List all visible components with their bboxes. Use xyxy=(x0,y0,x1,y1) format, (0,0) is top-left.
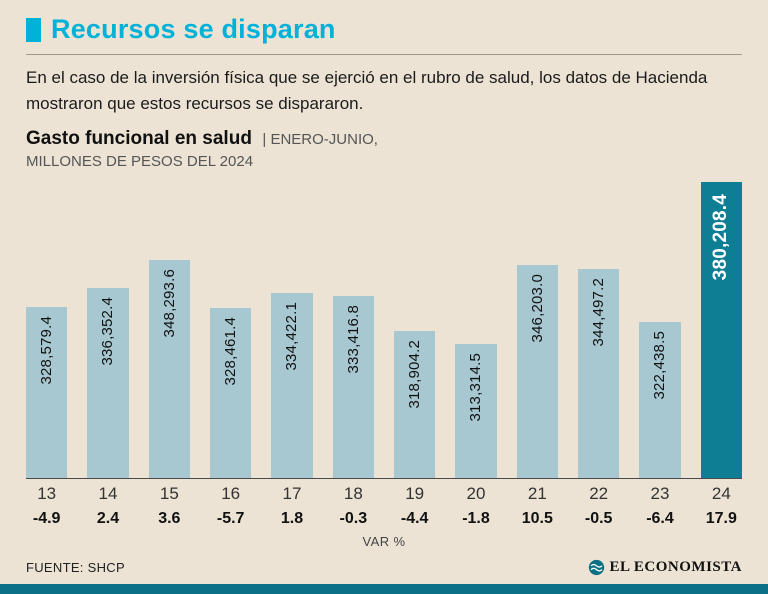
bar: 336,352.4 xyxy=(87,288,129,478)
year-tick-label: 21 xyxy=(527,484,547,503)
bar: 318,904.2 xyxy=(393,331,436,478)
bar: 344,497.2 xyxy=(577,269,620,478)
bar-value-label: 322,438.5 xyxy=(651,331,669,400)
bar-value-label: 318,904.2 xyxy=(406,340,424,409)
year-tick-label: 13 xyxy=(37,484,57,503)
title-row: Recursos se disparan xyxy=(26,14,742,45)
bar-value-label: 346,203.0 xyxy=(528,274,546,343)
bar: 328,461.4 xyxy=(209,308,252,478)
year-tick-label: 19 xyxy=(405,484,425,503)
year-tick-label: 14 xyxy=(98,484,118,503)
year-tick-label: 15 xyxy=(159,484,179,503)
var-pct-label: -0.5 xyxy=(584,510,613,527)
bar-value-label: 334,422.1 xyxy=(283,302,301,371)
var-pct-label: -0.3 xyxy=(339,510,368,527)
bar-value-label: 333,416.8 xyxy=(344,305,362,374)
var-pct-label: 3.6 xyxy=(158,510,181,527)
year-axis: 13 14 15 16 17 18 19 20 21 22 23 24 xyxy=(26,484,742,504)
chart-title-line: Gasto funcional en salud | ENERO-JUNIO, xyxy=(26,128,742,150)
var-pct-label: -6.4 xyxy=(646,510,674,527)
bar-value-label: 344,497.2 xyxy=(590,278,608,347)
year-tick-label: 24 xyxy=(711,484,731,503)
var-pct-label: -5.7 xyxy=(216,510,245,527)
chart-period: | ENERO-JUNIO, xyxy=(262,131,378,148)
year-tick-label: 23 xyxy=(650,484,670,503)
year-tick-label: 18 xyxy=(343,484,363,503)
chart-units: MILLONES DE PESOS DEL 2024 xyxy=(26,153,254,170)
chart-title: Gasto funcional en salud xyxy=(26,128,252,149)
bar-value-label: 328,461.4 xyxy=(222,317,240,386)
bar-value-label: 336,352.4 xyxy=(99,297,117,366)
var-pct-label: 17.9 xyxy=(705,510,737,527)
bar-value-label: 348,293.6 xyxy=(160,269,178,338)
intro-text: En el caso de la inversión física que se… xyxy=(26,68,708,113)
footer: FUENTE: SHCP EL ECONOMISTA xyxy=(26,559,742,576)
bar-highlighted: 380,208.4 xyxy=(700,182,742,478)
year-tick-label: 17 xyxy=(282,484,302,503)
title-accent-marker xyxy=(26,17,41,42)
bar: 348,293.6 xyxy=(148,260,190,478)
var-pct-label: -1.8 xyxy=(462,510,490,527)
x-axis-label: VAR % xyxy=(362,534,406,549)
var-pct-label: -4.9 xyxy=(32,510,61,527)
bar: 334,422.1 xyxy=(271,293,313,478)
bar-value-label: 313,314.5 xyxy=(467,353,485,422)
page-title: Recursos se disparan xyxy=(51,14,336,44)
var-pct-label: 10.5 xyxy=(521,510,553,527)
year-tick-label: 22 xyxy=(589,484,609,503)
bar-chart: 328,579.4 336,352.4 348,293.6 328,461.4 334,… xyxy=(26,176,742,549)
bar: 333,416.8 xyxy=(332,296,374,478)
bar: 328,579.4 xyxy=(26,307,68,478)
var-pct-label: 2.4 xyxy=(96,510,120,527)
bar-value-label: 380,208.4 xyxy=(710,194,732,281)
var-pct-label: 1.8 xyxy=(280,510,304,527)
bars: 328,579.4 336,352.4 348,293.6 328,461.4 334,… xyxy=(26,176,742,479)
brand: EL ECONOMISTA xyxy=(588,559,743,576)
var-pct-label: -4.4 xyxy=(400,510,429,527)
title-divider xyxy=(26,54,742,55)
year-tick-label: 20 xyxy=(466,484,486,503)
bottom-accent-strip xyxy=(0,584,768,594)
el-economista-logo-icon xyxy=(588,559,604,576)
year-tick-label: 16 xyxy=(221,484,241,503)
chart-header: Gasto funcional en salud | ENERO-JUNIO, … xyxy=(26,128,742,170)
bar-value-label: 328,579.4 xyxy=(38,316,56,385)
bar: 322,438.5 xyxy=(639,322,681,478)
source-note: FUENTE: SHCP xyxy=(26,560,125,575)
bar: 346,203.0 xyxy=(516,265,558,478)
brand-name: EL ECONOMISTA xyxy=(609,559,742,575)
bar: 313,314.5 xyxy=(455,344,497,478)
var-axis: -4.9 2.4 3.6 -5.7 1.8 -0.3 -4.4 -1.8 10.5 -0.5 -6.… xyxy=(26,510,742,528)
